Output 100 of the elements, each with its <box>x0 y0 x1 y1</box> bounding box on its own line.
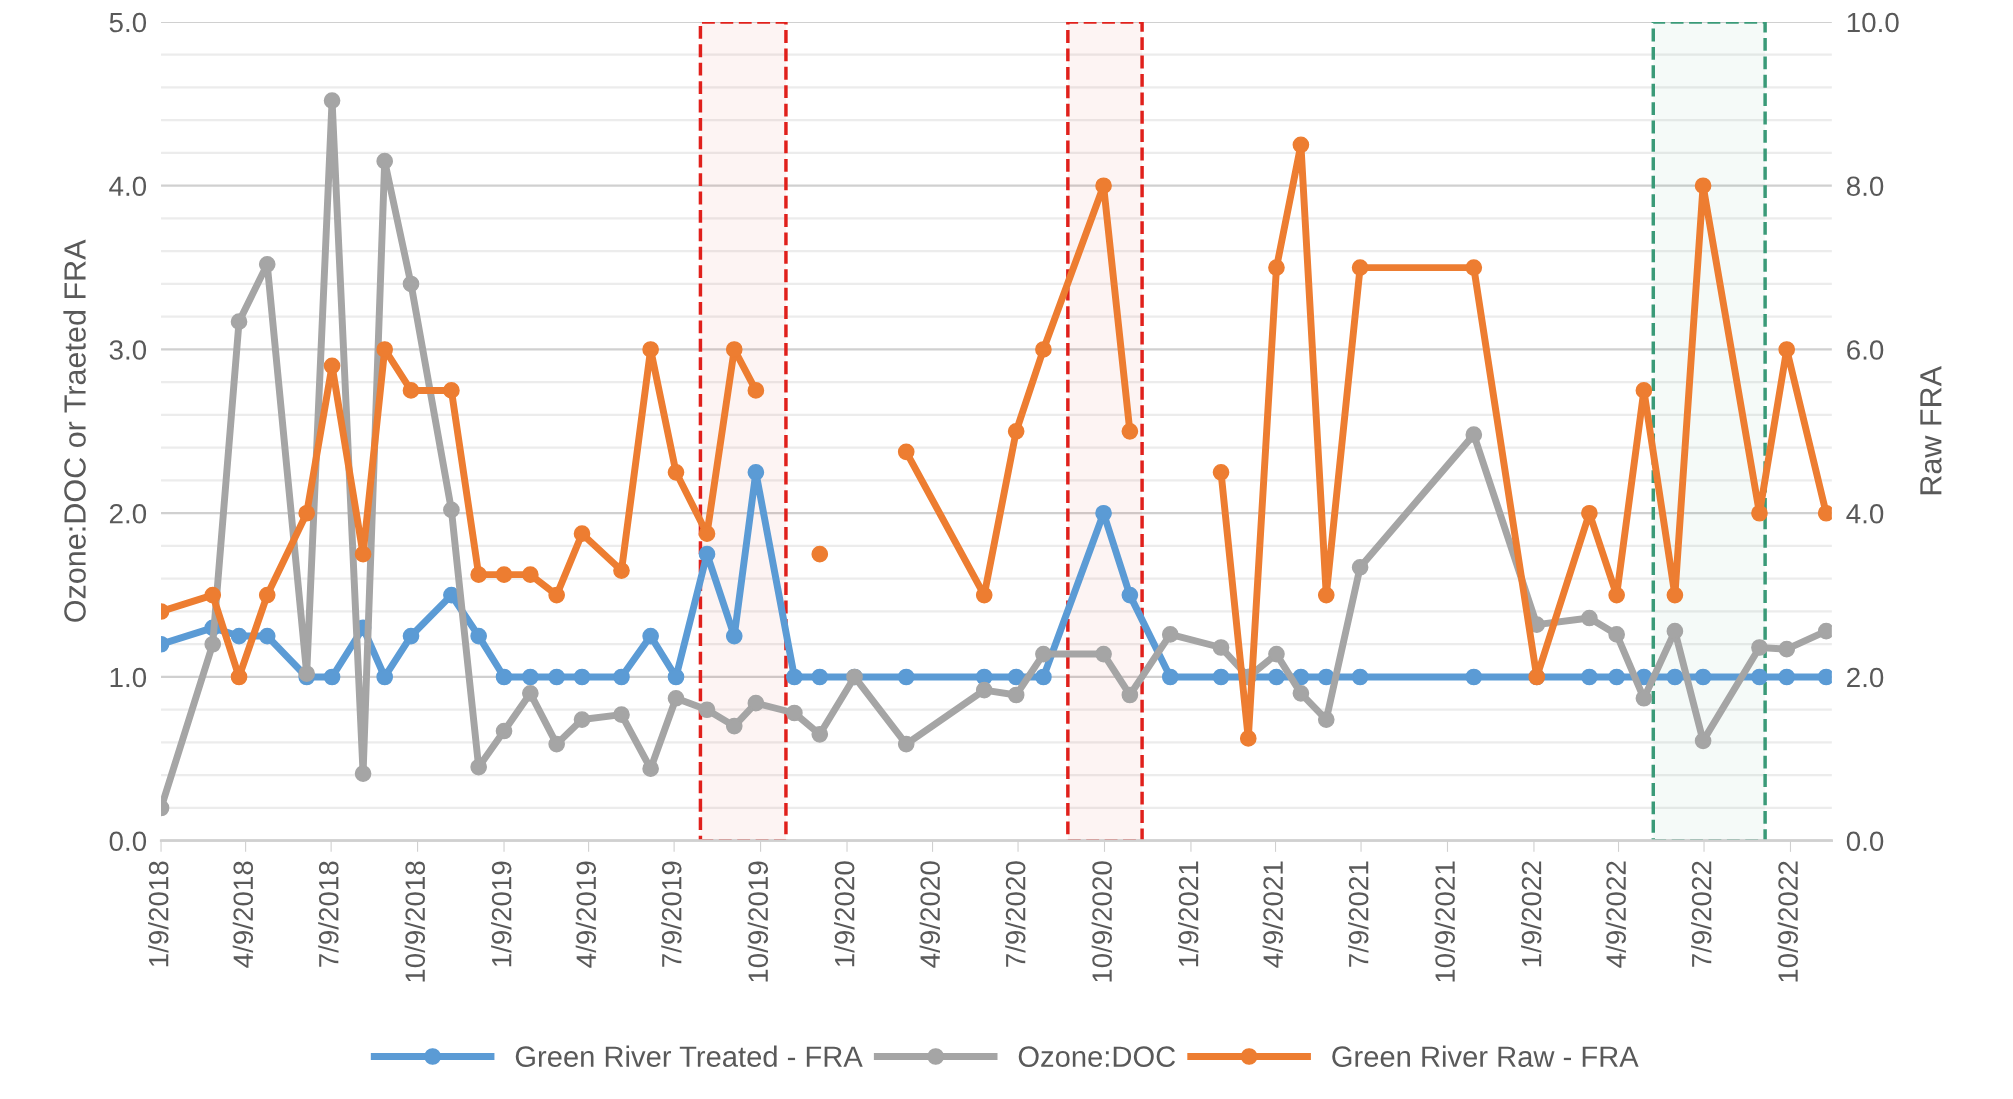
point <box>230 313 248 330</box>
point <box>1161 626 1179 643</box>
point <box>897 735 915 753</box>
y2-tick-label: 0.0 <box>1846 831 1884 852</box>
point <box>443 501 460 519</box>
x-tick-label: 10/9/2020 <box>1091 861 1112 982</box>
y-tick-label: 1.0 <box>110 667 147 688</box>
point <box>1778 341 1796 358</box>
x-tick-label: 1/9/2022 <box>1521 861 1542 967</box>
point <box>811 668 829 686</box>
point <box>1035 341 1052 358</box>
point <box>573 525 591 543</box>
x-tick-label: 4/9/2021 <box>1262 861 1283 968</box>
point <box>1666 586 1684 604</box>
x-tick-label: 7/9/2018 <box>318 861 339 967</box>
point <box>667 668 685 686</box>
point <box>613 706 630 723</box>
point <box>1778 640 1796 658</box>
y2-tick-label: 2.0 <box>1847 667 1884 688</box>
legend-label: Ozone:DOC <box>1018 1046 1176 1067</box>
point <box>1007 668 1025 686</box>
point <box>1694 732 1712 750</box>
x-tick-label: 10/9/2019 <box>747 861 769 982</box>
x-tick-label: 7/9/2020 <box>1005 861 1026 967</box>
point <box>642 341 659 358</box>
point <box>1317 586 1335 604</box>
x-tick-label: 10/9/2018 <box>404 861 426 982</box>
point <box>1351 558 1369 576</box>
point <box>522 685 539 702</box>
point <box>1666 622 1684 640</box>
point <box>1035 668 1052 686</box>
point <box>470 566 487 583</box>
point <box>1751 639 1768 656</box>
point <box>548 735 565 753</box>
point <box>642 627 659 645</box>
point <box>258 586 276 604</box>
point <box>258 627 276 645</box>
point <box>747 382 765 399</box>
point <box>1465 426 1483 443</box>
point <box>1292 136 1310 154</box>
point <box>376 341 394 358</box>
point <box>1035 645 1052 663</box>
point <box>230 627 248 645</box>
point <box>1007 423 1025 440</box>
point <box>1694 668 1712 686</box>
point <box>258 255 276 273</box>
point <box>1121 586 1139 604</box>
point <box>204 635 222 653</box>
point <box>698 701 716 719</box>
point <box>1751 668 1768 686</box>
point <box>1268 259 1285 276</box>
point <box>786 704 803 722</box>
x-tick-label: 7/9/2021 <box>1348 861 1369 967</box>
y2-tick-label: 10.0 <box>1847 12 1899 33</box>
y-tick-label: 4.0 <box>109 176 147 197</box>
point <box>811 545 829 563</box>
x-tick-label: 1/9/2018 <box>148 861 169 967</box>
point <box>495 566 513 583</box>
legend-label: Green River Treated - FRA <box>515 1045 863 1067</box>
point <box>811 725 829 743</box>
x-tick-label: 4/9/2022 <box>1605 861 1626 968</box>
point <box>1239 730 1257 747</box>
point <box>667 689 685 707</box>
point <box>1608 586 1625 604</box>
point <box>747 694 765 712</box>
point <box>1694 177 1712 195</box>
point <box>1212 639 1230 656</box>
point <box>1161 668 1179 686</box>
point <box>1581 609 1598 627</box>
point <box>323 668 341 686</box>
point <box>1317 711 1335 728</box>
point <box>354 765 372 782</box>
point <box>443 382 460 399</box>
point <box>897 443 915 461</box>
y2-tick-label: 4.0 <box>1846 503 1884 524</box>
point <box>522 668 539 686</box>
point <box>725 717 743 735</box>
y2-tick-label: 6.0 <box>1847 340 1884 360</box>
point <box>1212 463 1230 481</box>
point <box>1007 686 1025 704</box>
point <box>1095 177 1112 195</box>
point <box>495 722 513 740</box>
x-tick-label: 1/9/2021 <box>1178 861 1199 967</box>
y2-tick-label: 8.0 <box>1846 176 1884 197</box>
point <box>725 341 743 358</box>
point <box>376 668 394 686</box>
x-tick-label: 1/9/2020 <box>834 861 855 967</box>
x-tick-label: 10/9/2021 <box>1434 861 1455 982</box>
point <box>1121 686 1139 704</box>
point <box>747 463 765 481</box>
x-tick-label: 1/9/2019 <box>491 861 512 967</box>
point <box>613 562 630 579</box>
y-axis-title: Ozone:DOC or Traeted FRA <box>63 239 86 622</box>
y-tick-label: 5.0 <box>109 12 147 33</box>
x-tick-label: 10/9/2022 <box>1777 861 1798 982</box>
point <box>323 357 341 375</box>
point <box>402 382 420 399</box>
point <box>298 504 316 522</box>
point <box>402 275 420 293</box>
point <box>975 586 993 604</box>
